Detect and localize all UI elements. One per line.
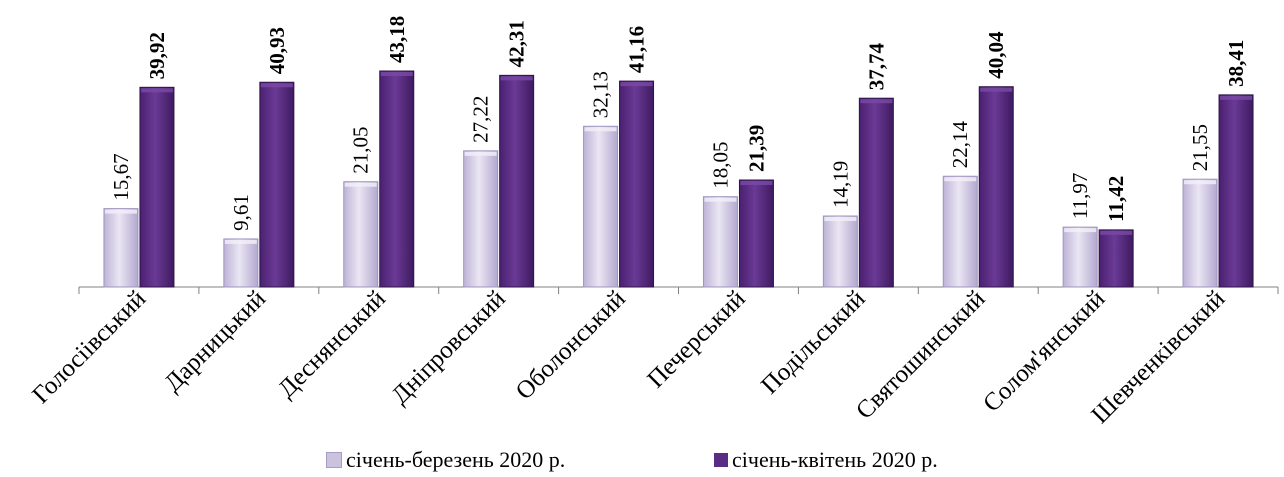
bar-1-1: [103, 208, 139, 288]
bars-group: [103, 70, 1254, 288]
category-label: Дарницький: [159, 285, 271, 397]
bar-1-4: [463, 150, 499, 288]
category-label: Шевченківський: [1086, 285, 1230, 429]
bar-1-3: [343, 181, 379, 288]
category-label: Деснянський: [273, 285, 391, 403]
value-label-series-2: 42,31: [505, 20, 529, 67]
bar-2-4: [499, 74, 535, 288]
value-label-series-1: 14,19: [828, 161, 852, 208]
bar-2-1: [139, 86, 175, 288]
bar-bevel-2-5: [620, 82, 653, 87]
bar-bevel-2-4: [500, 76, 533, 81]
value-label-series-1: 21,55: [1188, 124, 1212, 171]
bar-bevel-2-2: [260, 83, 293, 88]
value-label-series-2: 11,42: [1104, 176, 1128, 222]
bar-bevel-2-8: [980, 87, 1013, 92]
value-label-series-2: 39,92: [145, 32, 169, 79]
value-label-series-2: 21,39: [744, 125, 768, 172]
value-labels-group: 15,67 39,92 9,61 40,93 21,05 43,18 27,22 42,31 3…: [109, 16, 1248, 231]
bar-bevel-1-5: [584, 127, 617, 132]
category-label: Святошинський: [851, 285, 990, 424]
bar-bevel-1-6: [704, 197, 737, 202]
bar-bevel-1-3: [344, 182, 377, 187]
value-label-series-1: 11,97: [1068, 173, 1092, 219]
legend-item-series-2: січень-квітень 2020 р.: [714, 447, 938, 473]
bar-bevel-1-8: [944, 177, 977, 182]
bar-bevel-1-10: [1184, 180, 1217, 185]
x-axis-ticks: [78, 287, 1279, 294]
value-label-series-2: 41,16: [625, 26, 649, 73]
bar-2-6: [738, 179, 774, 288]
value-label-series-1: 9,61: [229, 194, 253, 231]
category-label: Печерський: [642, 285, 750, 393]
bar-2-9: [1098, 229, 1134, 288]
bar-2-3: [379, 70, 415, 288]
value-label-series-2: 40,04: [984, 31, 1008, 79]
bar-chart: 15,67 39,92 9,61 40,93 21,05 43,18 27,22 42,31 3…: [27, 16, 1279, 429]
bar-2-10: [1218, 94, 1254, 288]
bar-bevel-2-6: [740, 181, 773, 186]
category-label: Голосіівський: [27, 285, 151, 409]
category-labels-group: Голосіівський Дарницький ДеснянськийДніпро…: [27, 285, 1230, 429]
legend-label-series-1: січень-березень 2020 р.: [346, 447, 566, 472]
bar-bevel-1-7: [824, 217, 857, 222]
category-label: Подільський: [756, 285, 870, 399]
bar-bevel-1-9: [1064, 228, 1097, 233]
legend-swatch-series-2: [714, 453, 728, 467]
value-label-series-1: 27,22: [469, 96, 493, 143]
bar-2-8: [978, 86, 1014, 288]
bar-bevel-1-1: [104, 209, 137, 214]
bar-2-7: [858, 97, 894, 288]
legend-item-series-1: січень-березень 2020 р.: [326, 447, 565, 473]
bar-2-5: [619, 80, 655, 288]
bar-bevel-1-4: [464, 151, 497, 156]
value-label-series-1: 22,14: [948, 120, 972, 168]
category-label: Оболонський: [511, 285, 631, 405]
value-label-series-2: 40,93: [265, 27, 289, 74]
value-label-series-2: 43,18: [385, 16, 409, 63]
category-label: Дніпровський: [387, 285, 511, 409]
bar-1-9: [1062, 226, 1098, 288]
legend-label-series-2: січень-квітень 2020 р.: [732, 447, 938, 472]
bar-1-7: [822, 215, 858, 288]
value-label-series-1: 32,13: [589, 71, 613, 118]
value-label-series-1: 21,05: [349, 126, 373, 173]
value-label-series-1: 15,67: [109, 153, 133, 200]
value-label-series-1: 18,05: [708, 141, 732, 188]
legend-swatch-series-1: [326, 452, 342, 468]
bar-bevel-2-10: [1220, 95, 1253, 100]
bar-bevel-2-7: [860, 99, 893, 104]
bar-bevel-2-9: [1100, 230, 1133, 235]
bar-1-2: [223, 238, 259, 288]
bar-bevel-1-2: [224, 239, 257, 244]
bar-1-8: [942, 175, 978, 288]
bar-bevel-2-3: [380, 72, 413, 76]
bar-1-5: [583, 125, 619, 288]
bar-2-2: [259, 81, 295, 288]
bar-bevel-2-1: [140, 88, 173, 93]
category-label: Солом'янський: [978, 285, 1110, 417]
value-label-series-2: 37,74: [864, 42, 888, 90]
bar-1-10: [1182, 178, 1218, 288]
value-label-series-2: 38,41: [1224, 40, 1248, 87]
bar-1-6: [702, 196, 738, 288]
